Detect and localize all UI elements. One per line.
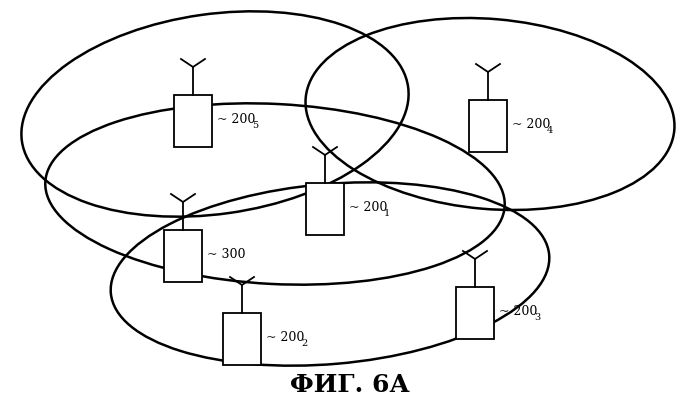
Bar	[174, 96, 212, 148]
Text: 5: 5	[252, 121, 258, 130]
Text: ~ 200: ~ 200	[512, 117, 550, 130]
Text: ~ 200: ~ 200	[217, 113, 256, 126]
Bar	[223, 313, 261, 365]
Bar	[306, 183, 344, 235]
Text: ФИГ. 6А: ФИГ. 6А	[290, 372, 410, 396]
Text: ~ 200: ~ 200	[499, 304, 538, 317]
Text: 3: 3	[534, 312, 540, 321]
Text: ~ 200: ~ 200	[349, 200, 387, 213]
Bar	[456, 287, 494, 339]
Text: ~ 200: ~ 200	[266, 330, 304, 343]
Text: 2: 2	[301, 338, 307, 347]
Text: 4: 4	[547, 126, 553, 134]
Text: 1: 1	[384, 209, 391, 217]
Text: ~ 300: ~ 300	[207, 247, 246, 260]
Bar	[469, 101, 507, 153]
Bar	[164, 230, 202, 282]
